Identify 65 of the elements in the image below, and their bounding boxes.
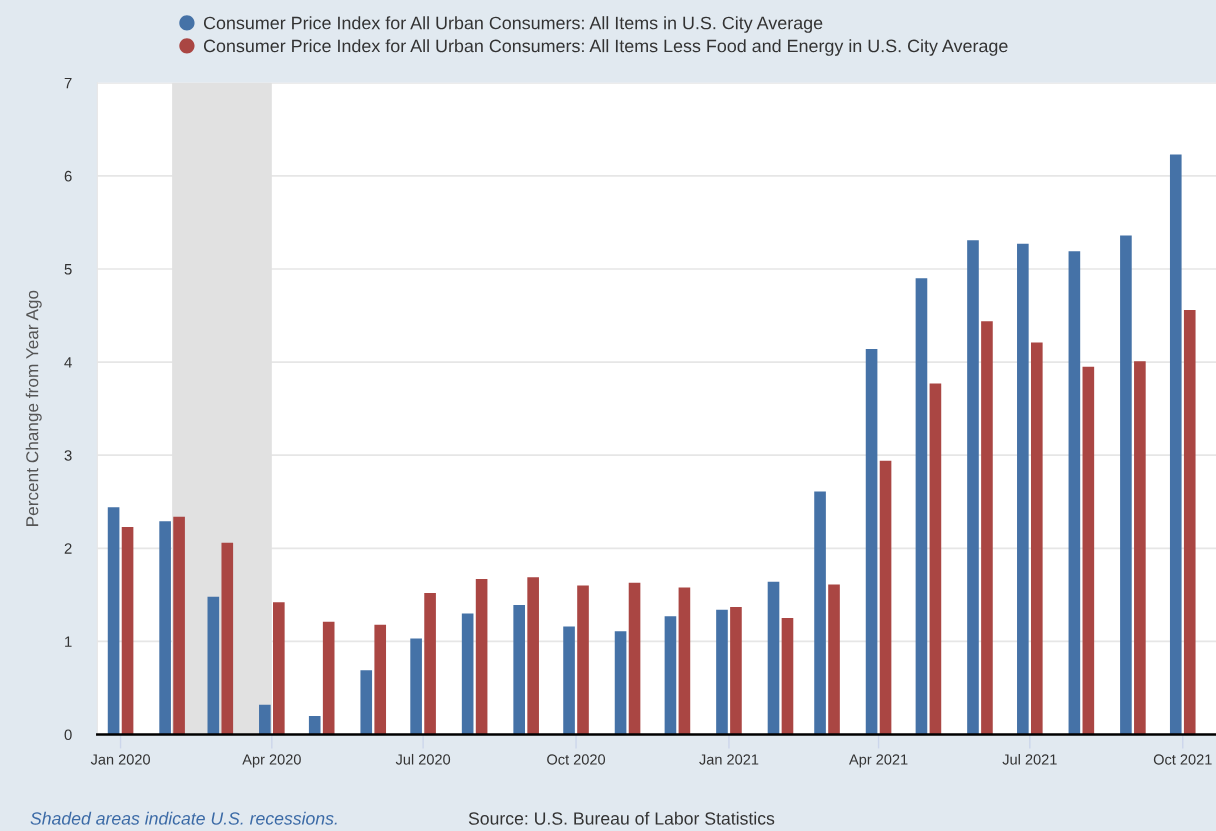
- bar: [781, 618, 794, 735]
- bar: [424, 592, 436, 735]
- y-tick-label: 0: [64, 729, 72, 741]
- x-tick-label: Jan 2021: [699, 754, 759, 765]
- y-tick-label: 7: [64, 77, 72, 89]
- x-tick-label: Apr 2021: [849, 754, 908, 768]
- y-tick-label: 1: [65, 636, 72, 647]
- bar: [814, 491, 826, 735]
- bar: [207, 596, 220, 735]
- bar: [1017, 243, 1029, 735]
- y-axis-title: Percent Change from Year Ago: [25, 290, 42, 526]
- bar: [716, 609, 728, 735]
- bar: [475, 579, 488, 735]
- bar: [308, 715, 321, 735]
- bar: [664, 616, 677, 735]
- bar: [767, 581, 780, 735]
- bar: [628, 582, 641, 735]
- x-tick-label: Jan 2020: [90, 754, 151, 765]
- bar: [1082, 366, 1095, 735]
- bar: [173, 516, 185, 735]
- x-tick-label: Oct 2020: [547, 754, 606, 765]
- x-tick-label: Apr 2020: [242, 754, 301, 768]
- bar: [915, 278, 928, 735]
- bar: [828, 584, 840, 735]
- bar: [527, 577, 539, 735]
- bar: [461, 613, 474, 735]
- bar: [1183, 309, 1196, 735]
- y-tick-label: 3: [64, 450, 72, 461]
- bar: [879, 460, 892, 735]
- bar: [159, 521, 171, 735]
- bar: [374, 624, 387, 735]
- bar: [410, 638, 422, 735]
- x-tick-label: Jul 2020: [395, 753, 451, 765]
- y-tick-label: 6: [64, 170, 72, 182]
- legend-label: Consumer Price Index for All Urban Consumers: All Items Less Food and Energy in U.S. City Average: [203, 39, 1008, 56]
- bar: [1068, 251, 1081, 735]
- bar: [981, 321, 993, 735]
- source-note: Source: U.S. Bureau of Labor Statistics: [468, 811, 775, 825]
- y-tick-label: 4: [64, 357, 72, 368]
- bar: [221, 542, 234, 735]
- bar: [1030, 342, 1043, 735]
- bar: [322, 621, 335, 735]
- text: Shaded areas indicate U.S. recessions.: [30, 811, 337, 825]
- legend-label: Consumer Price Index for All Urban Consumers: All Items in U.S. City Average: [203, 16, 823, 33]
- bar: [1169, 154, 1182, 735]
- bar: [259, 704, 271, 735]
- bar: [730, 606, 742, 735]
- bar: [107, 507, 120, 735]
- bar: [360, 670, 373, 735]
- bar: [121, 526, 134, 735]
- bar: [1134, 361, 1146, 735]
- bar: [678, 587, 691, 735]
- bar: [929, 383, 942, 735]
- y-tick-label: 5: [64, 264, 72, 275]
- x-tick-label: Oct 2021: [1153, 754, 1212, 765]
- bar: [967, 240, 979, 735]
- bar: [273, 602, 285, 735]
- y-tick-label: 2: [64, 543, 72, 554]
- x-tick-label: Jul 2021: [1002, 753, 1057, 765]
- bar: [513, 605, 525, 735]
- bar: [577, 585, 589, 735]
- bar: [563, 626, 575, 735]
- bar: [614, 631, 627, 735]
- bar: [865, 349, 878, 735]
- bar: [1120, 235, 1132, 735]
